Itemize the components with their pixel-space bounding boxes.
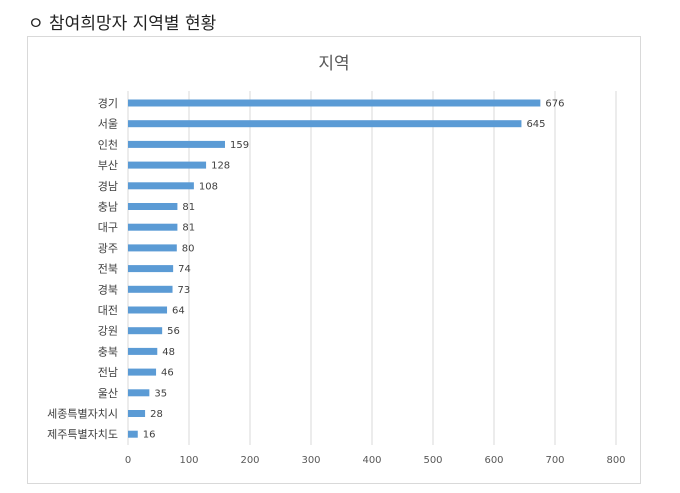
category-label: 대전 xyxy=(98,304,118,317)
category-label: 서울 xyxy=(98,118,118,131)
category-label: 대구 xyxy=(98,221,118,234)
x-tick-label: 400 xyxy=(362,455,381,466)
chart-frame: 지역 676 645 159 128 108 81 81 80 74 73 64 56 48 46 35 28… xyxy=(27,36,641,484)
data-label: 81 xyxy=(182,202,195,213)
data-label: 35 xyxy=(154,388,167,399)
bar xyxy=(128,306,168,314)
x-tick-label: 300 xyxy=(301,455,320,466)
category-label: 전남 xyxy=(98,366,118,379)
data-label: 28 xyxy=(150,409,163,420)
data-label: 74 xyxy=(178,264,191,275)
data-label: 73 xyxy=(178,285,191,296)
bar xyxy=(128,327,163,335)
bar xyxy=(128,161,207,169)
category-label: 충북 xyxy=(98,345,118,358)
x-tick-label: 500 xyxy=(423,455,442,466)
bar xyxy=(128,244,177,252)
data-label: 676 xyxy=(545,99,564,110)
category-label: 인천 xyxy=(98,137,118,151)
category-label: 세종특별자치시 xyxy=(47,408,118,421)
data-label: 108 xyxy=(199,181,218,192)
data-label: 80 xyxy=(182,243,195,254)
bar xyxy=(128,120,522,128)
bar xyxy=(128,182,194,190)
data-label: 48 xyxy=(162,347,175,358)
category-labels: 경기서울인천부산경남충남대구광주전북경북대전강원충북전남울산세종특별자치시제주특… xyxy=(47,97,118,441)
bar xyxy=(128,430,138,438)
bar xyxy=(128,368,157,376)
category-label: 전북 xyxy=(98,263,118,276)
bar xyxy=(128,140,225,148)
data-label: 56 xyxy=(167,326,180,337)
category-label: 광주 xyxy=(98,242,118,255)
bar xyxy=(128,265,174,273)
data-label: 159 xyxy=(230,140,249,151)
category-label: 충남 xyxy=(98,201,118,214)
x-tick-label: 200 xyxy=(240,455,259,466)
category-label: 울산 xyxy=(98,387,118,400)
x-tick-label: 700 xyxy=(545,455,564,466)
bar xyxy=(128,99,541,107)
category-label: 경남 xyxy=(98,180,118,193)
bar xyxy=(128,389,150,397)
bar xyxy=(128,285,173,293)
data-label: 128 xyxy=(211,161,230,172)
x-tick-label: 0 xyxy=(125,455,131,466)
data-label: 46 xyxy=(161,368,174,379)
data-label: 64 xyxy=(172,306,185,317)
category-label: 경북 xyxy=(98,283,118,296)
data-label: 645 xyxy=(526,119,545,130)
bar xyxy=(128,203,178,210)
bar xyxy=(128,410,146,417)
bar xyxy=(128,347,158,355)
x-tick-labels: 0 100 200 300 400 500 600 700 800 xyxy=(125,455,626,466)
bar xyxy=(128,223,178,231)
category-label: 제주특별자치도 xyxy=(47,428,118,441)
chart-title: 지역 xyxy=(318,54,349,74)
category-label: 경기 xyxy=(98,97,118,110)
category-label: 부산 xyxy=(98,159,118,172)
data-label: 81 xyxy=(182,223,195,234)
section-heading: ㅇ 참여희망자 지역별 현황 xyxy=(28,14,217,34)
gridlines xyxy=(127,91,617,445)
x-tick-label: 800 xyxy=(606,455,625,466)
x-tick-label: 600 xyxy=(484,455,503,466)
data-label: 16 xyxy=(143,430,156,441)
category-label: 강원 xyxy=(98,325,118,338)
x-tick-label: 100 xyxy=(179,455,198,466)
